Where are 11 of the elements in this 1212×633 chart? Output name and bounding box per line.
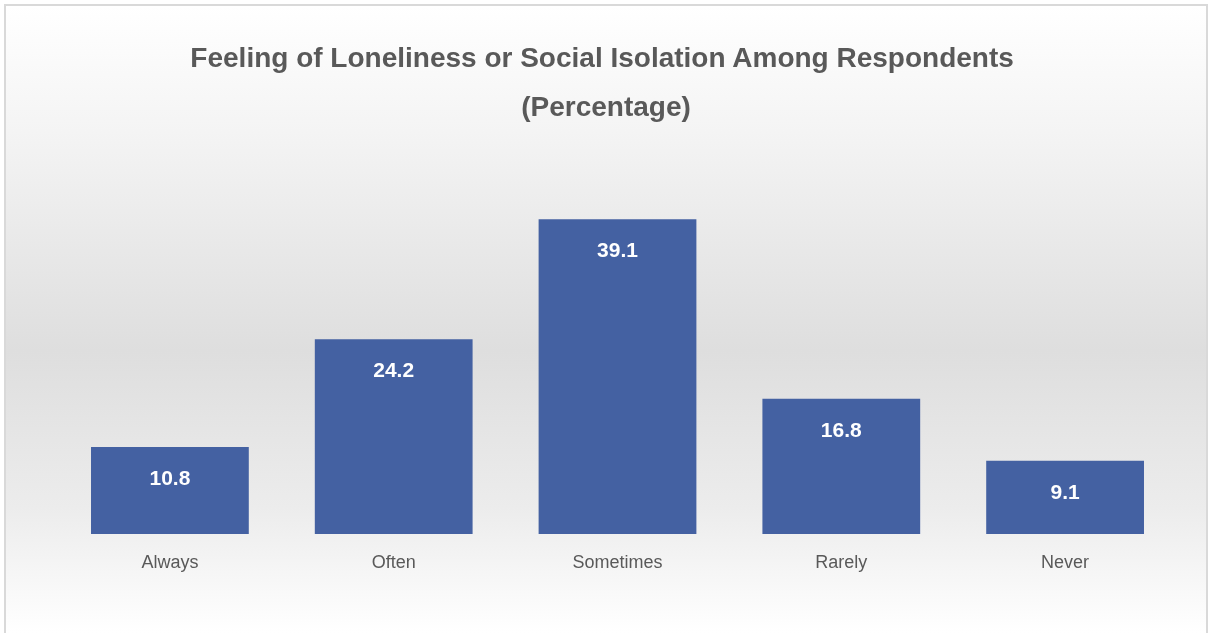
x-tick-label: Always bbox=[141, 552, 199, 572]
data-label: 16.8 bbox=[820, 417, 863, 441]
x-tick-label: Sometimes bbox=[572, 552, 663, 572]
data-label: 39.1 bbox=[597, 238, 639, 262]
chart-title: Feeling of Loneliness or Social Isolation Among Respondents (Percentage) bbox=[190, 42, 1022, 122]
x-tick-label: Never bbox=[1041, 552, 1090, 572]
data-label: 24.2 bbox=[373, 358, 415, 382]
x-tick-label: Often bbox=[371, 552, 416, 572]
data-label: 9.1 bbox=[1050, 479, 1081, 503]
x-tick-label: Rarely bbox=[815, 552, 868, 572]
data-label: 10.8 bbox=[149, 466, 191, 490]
